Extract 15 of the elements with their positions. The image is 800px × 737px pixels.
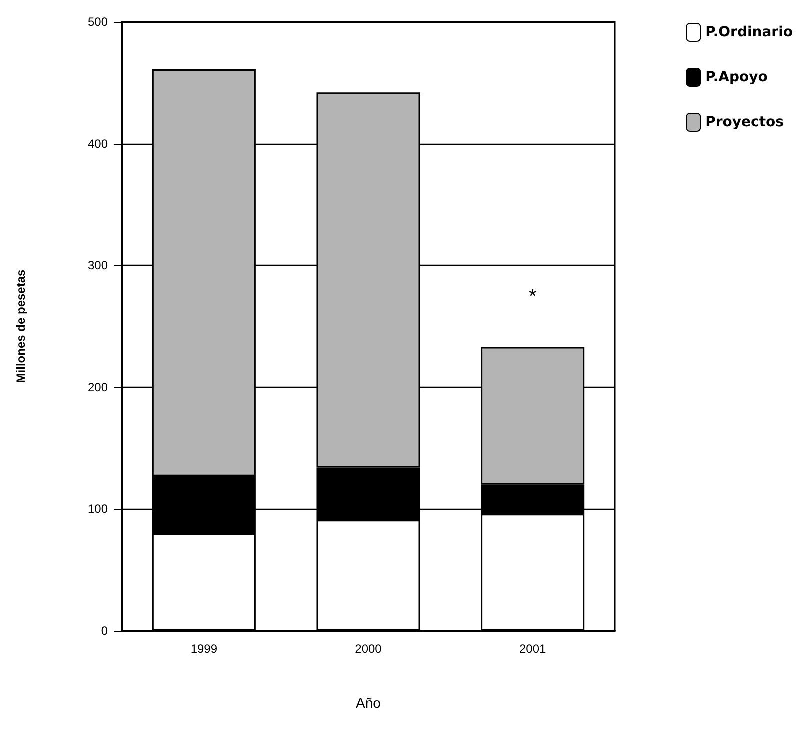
legend-label: Proyectos <box>706 114 784 130</box>
annotation: * <box>528 286 537 308</box>
x-tick-label: 2000 <box>355 642 382 656</box>
x-tick-label: 1999 <box>190 642 218 656</box>
y-axis-title: Millones de pesetas <box>14 269 28 384</box>
legend-label: P.Ordinario <box>706 24 794 40</box>
y-tick-label: 300 <box>88 258 108 273</box>
y-tick-label: 500 <box>88 15 108 29</box>
y-tick-label: 0 <box>101 624 108 638</box>
y-tick-label: 200 <box>88 380 108 394</box>
legend-label: P.Apoyo <box>706 70 768 86</box>
y-tick-label: 400 <box>88 136 108 151</box>
x-axis-title: Año <box>356 695 382 711</box>
y-tick-label: 100 <box>88 502 108 516</box>
x-tick-label: 2001 <box>519 642 547 656</box>
